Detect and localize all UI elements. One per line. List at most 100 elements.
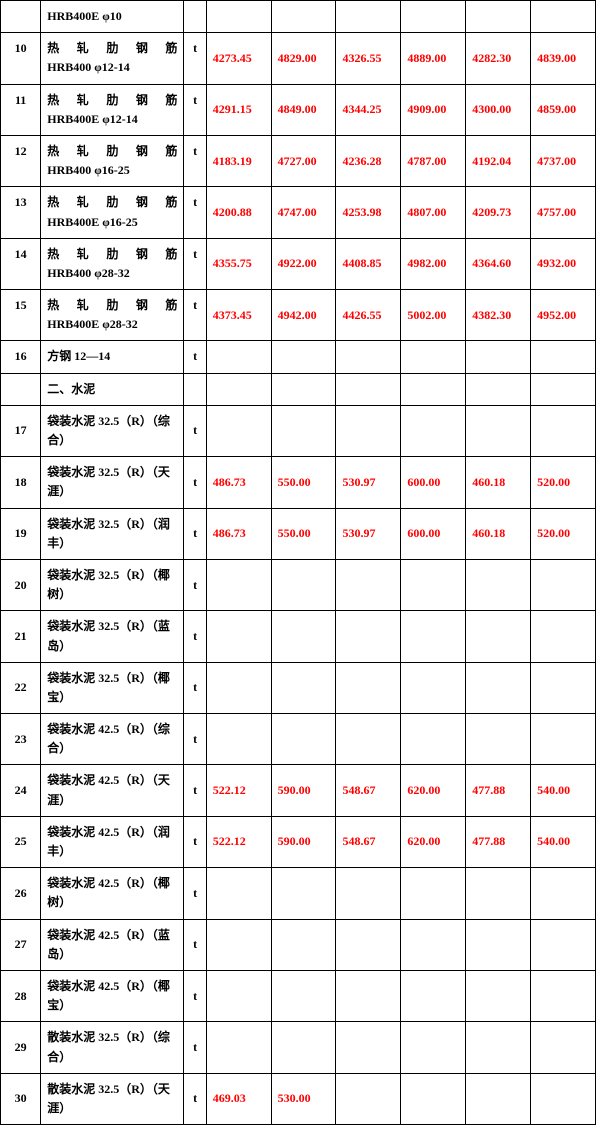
price-cell: 540.00 xyxy=(531,816,596,867)
table-row: 22袋装水泥 32.5（R）（椰宝）t xyxy=(1,662,596,713)
row-index: 11 xyxy=(1,84,41,135)
price-cell xyxy=(206,1,271,33)
material-name: 热 轧 肋 钢 筋HRB400E φ16-25 xyxy=(41,187,184,238)
row-index: 21 xyxy=(1,611,41,662)
unit: t xyxy=(184,1073,206,1124)
price-cell xyxy=(336,970,401,1021)
row-index: 19 xyxy=(1,508,41,559)
price-cell xyxy=(401,919,466,970)
price-cell xyxy=(271,373,336,405)
price-table: HRB400E φ1010热 轧 肋 钢 筋HRB400 φ12-14t4273… xyxy=(0,0,596,1125)
price-cell xyxy=(531,559,596,610)
material-name: 袋装水泥 32.5（R）（润丰） xyxy=(41,508,184,559)
price-cell xyxy=(271,919,336,970)
price-cell: 4787.00 xyxy=(401,135,466,186)
price-cell: 5002.00 xyxy=(401,290,466,341)
price-cell xyxy=(206,1022,271,1073)
unit: t xyxy=(184,970,206,1021)
material-name-line1: 热 轧 肋 钢 筋 xyxy=(47,39,177,58)
unit: t xyxy=(184,457,206,508)
table-row: 12热 轧 肋 钢 筋HRB400 φ16-25t4183.194727.004… xyxy=(1,135,596,186)
price-cell xyxy=(206,373,271,405)
table-row: 16方钢 12—14t xyxy=(1,341,596,373)
material-name-line2: HRB400E φ28-32 xyxy=(47,317,138,331)
unit: t xyxy=(184,508,206,559)
price-cell xyxy=(401,1073,466,1124)
price-cell xyxy=(206,919,271,970)
price-cell xyxy=(466,1073,531,1124)
price-cell: 550.00 xyxy=(271,508,336,559)
unit: t xyxy=(184,405,206,456)
price-cell xyxy=(336,559,401,610)
material-name: 方钢 12—14 xyxy=(41,341,184,373)
row-index xyxy=(1,373,41,405)
unit: t xyxy=(184,341,206,373)
price-cell: 4942.00 xyxy=(271,290,336,341)
row-index: 26 xyxy=(1,868,41,919)
material-name: 热 轧 肋 钢 筋 HRB400E φ28-32 xyxy=(41,290,184,341)
material-name: 袋装水泥 42.5（R）（蓝岛） xyxy=(41,919,184,970)
price-cell xyxy=(531,373,596,405)
material-name: 热 轧 肋 钢 筋HRB400 φ16-25 xyxy=(41,135,184,186)
table-row: 11热 轧 肋 钢 筋HRB400E φ12-14t4291.154849.00… xyxy=(1,84,596,135)
material-name: HRB400E φ10 xyxy=(41,1,184,33)
table-row: 24袋装水泥 42.5（R）（天涯）t522.12590.00548.67620… xyxy=(1,765,596,816)
price-cell: 460.18 xyxy=(466,508,531,559)
row-index: 30 xyxy=(1,1073,41,1124)
price-cell xyxy=(271,405,336,456)
material-name: 热 轧 肋 钢 筋HRB400 φ28-32 xyxy=(41,238,184,289)
price-cell xyxy=(271,611,336,662)
material-name: 热 轧 肋 钢 筋 HRB400 φ12-14 xyxy=(41,33,184,84)
material-name: 袋装水泥 42.5（R）（天涯） xyxy=(41,765,184,816)
row-index xyxy=(1,1,41,33)
row-index: 28 xyxy=(1,970,41,1021)
table-row: 25袋装水泥 42.5（R）（润丰）t522.12590.00548.67620… xyxy=(1,816,596,867)
price-cell xyxy=(466,559,531,610)
price-cell: 4829.00 xyxy=(271,33,336,84)
price-cell xyxy=(206,611,271,662)
row-index: 20 xyxy=(1,559,41,610)
material-name: 袋装水泥 32.5（R）（蓝岛） xyxy=(41,611,184,662)
row-index: 29 xyxy=(1,1022,41,1073)
price-cell xyxy=(206,341,271,373)
price-cell xyxy=(401,1022,466,1073)
price-cell: 4236.28 xyxy=(336,135,401,186)
price-cell xyxy=(466,405,531,456)
price-cell xyxy=(336,1073,401,1124)
table-row: 17袋装水泥 32.5（R）（综合）t xyxy=(1,405,596,456)
material-name-line1: 热 轧 肋 钢 筋 xyxy=(47,296,177,315)
price-cell xyxy=(271,868,336,919)
material-name-line2: HRB400 φ12-14 xyxy=(47,60,130,74)
table-row: 14热 轧 肋 钢 筋HRB400 φ28-32t4355.754922.004… xyxy=(1,238,596,289)
price-cell xyxy=(336,611,401,662)
unit: t xyxy=(184,135,206,186)
price-cell xyxy=(531,868,596,919)
price-cell: 4747.00 xyxy=(271,187,336,238)
price-cell: 4382.30 xyxy=(466,290,531,341)
price-cell xyxy=(466,919,531,970)
row-index: 27 xyxy=(1,919,41,970)
table-row: 27袋装水泥 42.5（R）（蓝岛）t xyxy=(1,919,596,970)
price-cell xyxy=(206,714,271,765)
price-cell xyxy=(531,1022,596,1073)
price-cell xyxy=(401,373,466,405)
price-cell xyxy=(401,341,466,373)
price-cell xyxy=(466,868,531,919)
price-cell xyxy=(336,662,401,713)
price-cell xyxy=(466,970,531,1021)
material-name-line2: HRB400E φ16-25 xyxy=(47,215,138,229)
price-cell xyxy=(336,919,401,970)
price-cell: 4273.45 xyxy=(206,33,271,84)
price-cell: 520.00 xyxy=(531,508,596,559)
price-cell xyxy=(466,341,531,373)
price-cell: 4982.00 xyxy=(401,238,466,289)
row-index: 17 xyxy=(1,405,41,456)
price-cell xyxy=(466,611,531,662)
price-cell: 600.00 xyxy=(401,508,466,559)
table-row: 20袋装水泥 32.5（R）（椰树）t xyxy=(1,559,596,610)
price-cell: 4183.19 xyxy=(206,135,271,186)
unit: t xyxy=(184,714,206,765)
price-cell xyxy=(401,559,466,610)
unit xyxy=(184,1,206,33)
price-cell xyxy=(336,1022,401,1073)
